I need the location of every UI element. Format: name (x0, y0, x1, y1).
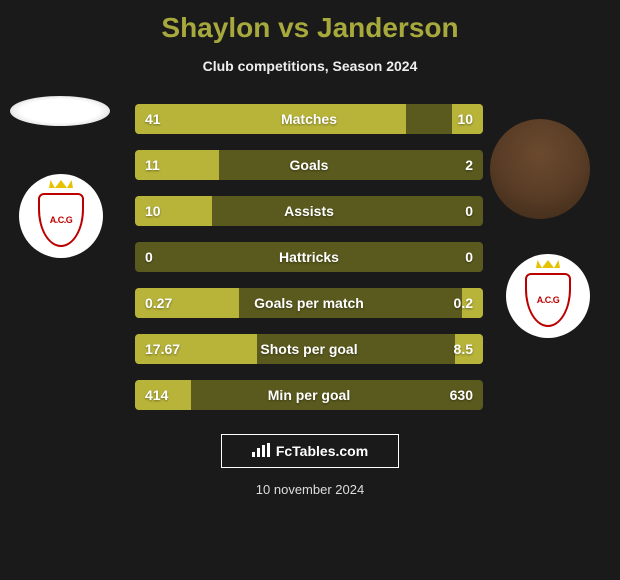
stat-value-left: 414 (145, 387, 168, 403)
stat-label: Goals (290, 157, 329, 173)
stat-value-right: 0 (465, 249, 473, 265)
stat-row: 17.67 8.5 Shots per goal (135, 334, 483, 364)
chart-bars-icon (252, 443, 270, 460)
stat-value-right: 10 (457, 111, 473, 127)
stat-value-right: 2 (465, 157, 473, 173)
stat-row: 41 10 Matches (135, 104, 483, 134)
club-shield-icon: A.C.G (525, 273, 571, 327)
player-right-avatar (490, 119, 590, 219)
stat-row: 414 630 Min per goal (135, 380, 483, 410)
player-left-avatar (10, 96, 110, 126)
player-left-club-badge: A.C.G (19, 174, 103, 258)
brand-text: FcTables.com (276, 443, 368, 459)
stat-value-right: 630 (450, 387, 473, 403)
stat-value-right: 0 (465, 203, 473, 219)
brand-footer: FcTables.com (221, 434, 399, 468)
stat-label: Min per goal (268, 387, 350, 403)
stat-label: Matches (281, 111, 337, 127)
stat-label: Goals per match (254, 295, 364, 311)
stat-bars: 41 10 Matches 11 2 Goals 10 0 Assists 0 0 Hattricks… (135, 104, 483, 410)
stat-label: Assists (284, 203, 334, 219)
page-title: Shaylon vs Janderson (0, 0, 620, 44)
comparison-panel: A.C.G A.C.G 41 10 Matches 11 2 Goals 10 0 Assist… (0, 104, 620, 410)
stat-row: 0.27 0.2 Goals per match (135, 288, 483, 318)
stat-value-left: 0 (145, 249, 153, 265)
stat-row: 11 2 Goals (135, 150, 483, 180)
stat-fill-left (135, 104, 406, 134)
stat-label: Shots per goal (260, 341, 357, 357)
footer-date: 10 november 2024 (0, 482, 620, 497)
player-right-club-badge: A.C.G (506, 254, 590, 338)
subtitle: Club competitions, Season 2024 (0, 58, 620, 74)
stat-value-right: 0.2 (454, 295, 473, 311)
stat-row: 0 0 Hattricks (135, 242, 483, 272)
stat-value-left: 41 (145, 111, 161, 127)
stat-value-left: 10 (145, 203, 161, 219)
club-shield-icon: A.C.G (38, 193, 84, 247)
stat-value-left: 11 (145, 157, 160, 173)
stat-value-right: 8.5 (454, 341, 473, 357)
stat-value-left: 0.27 (145, 295, 172, 311)
stat-label: Hattricks (279, 249, 339, 265)
stat-value-left: 17.67 (145, 341, 180, 357)
stat-row: 10 0 Assists (135, 196, 483, 226)
